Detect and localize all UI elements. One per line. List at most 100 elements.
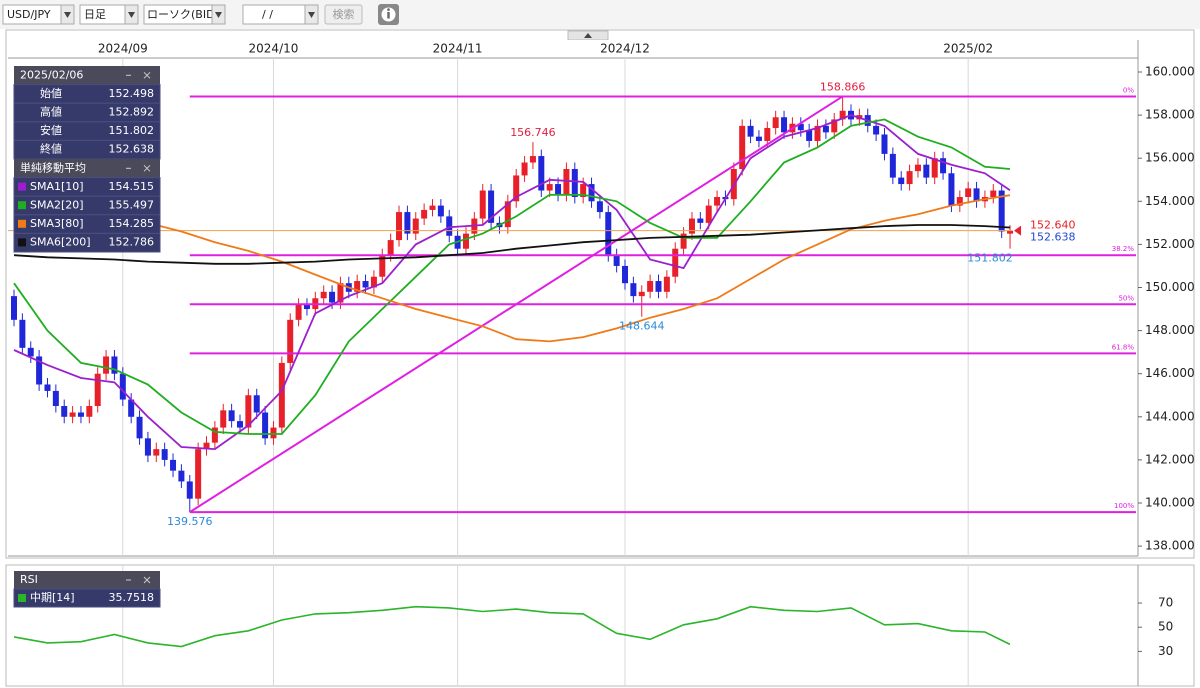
- search-button[interactable]: [324, 4, 363, 25]
- candle-body: [546, 184, 553, 191]
- legend-swatch: [18, 594, 26, 602]
- date-strip: [8, 40, 1138, 58]
- candle-body: [103, 356, 110, 374]
- candle-body: [663, 276, 670, 292]
- candle-body: [555, 184, 562, 195]
- candle-body: [19, 319, 26, 348]
- x-tick-label: 2024/12: [600, 42, 650, 56]
- y-tick-label: 70: [1158, 596, 1173, 610]
- marks: [11, 96, 1014, 513]
- candle-body: [1007, 230, 1014, 234]
- x-tick-label: 2024/10: [249, 42, 299, 56]
- candle-body: [504, 201, 511, 228]
- candle-body: [136, 416, 143, 439]
- arrow: [128, 12, 135, 18]
- candle-body: [956, 196, 963, 206]
- legend-label: SMA3[80]: [30, 217, 84, 230]
- candle-body: [630, 283, 637, 297]
- legend-value: 152.786: [109, 236, 155, 249]
- fib-label: 38.2%: [1112, 245, 1135, 253]
- candle-body: [186, 481, 193, 499]
- candle-body: [647, 281, 654, 292]
- date-box[interactable]: [242, 4, 306, 25]
- info-label: 終値: [40, 142, 62, 156]
- candle-body: [571, 168, 578, 197]
- candle-body: [973, 188, 980, 202]
- candle-body: [412, 218, 419, 234]
- candle-body: [220, 410, 227, 428]
- candle-body: [462, 233, 469, 249]
- legend-label: SMA1[10]: [30, 180, 84, 193]
- legend-value: 35.7518: [109, 591, 155, 604]
- candle-body: [11, 296, 17, 320]
- panel-row: [13, 232, 161, 253]
- candle-body: [86, 406, 93, 417]
- legend-label: SMA6[200]: [30, 236, 91, 249]
- candle-body: [931, 158, 938, 178]
- y-tick-label: 142.000: [1145, 452, 1195, 466]
- y-tick-label: 30: [1158, 644, 1173, 658]
- candle-body: [672, 248, 679, 277]
- candle-body: [379, 255, 386, 277]
- candle-body: [914, 164, 921, 172]
- legend-swatch: [18, 238, 26, 247]
- legend-swatch: [18, 201, 26, 210]
- candle-body: [320, 291, 327, 299]
- candle-body: [940, 158, 947, 174]
- close-price: 152.638: [1030, 231, 1076, 244]
- y-tick-label: 158.000: [1145, 108, 1195, 122]
- candle-body: [479, 190, 486, 219]
- line-series: [13, 183, 1011, 343]
- candle-body: [27, 347, 34, 357]
- candle-body: [295, 304, 302, 320]
- overlays: 0% 38.2% 50% 61.8% 100% 158.866 156.746 148.644…: [8, 80, 1136, 648]
- candle-body: [513, 175, 520, 202]
- arrow: [215, 12, 222, 18]
- candle-body: [688, 218, 695, 234]
- candle-body: [228, 410, 235, 422]
- annotation: 151.802: [967, 252, 1013, 265]
- candle-body: [923, 164, 930, 178]
- y-tick-label: 144.000: [1145, 409, 1195, 423]
- info-date: 2025/02/06: [20, 68, 83, 81]
- info-icon: [387, 12, 390, 19]
- candle-body: [370, 276, 377, 288]
- candle-body: [245, 395, 252, 428]
- annotation: 139.576: [167, 515, 213, 528]
- candle-body: [362, 281, 369, 288]
- candle-body: [61, 406, 68, 417]
- fib-label: 100%: [1114, 502, 1134, 510]
- annotation: 156.746: [510, 126, 556, 139]
- candle-body: [262, 412, 269, 439]
- y-tick-label: 160.000: [1145, 65, 1195, 79]
- x-tick-label: 2024/09: [98, 42, 148, 56]
- candle-body: [270, 427, 277, 439]
- candle-body: [781, 117, 788, 133]
- candle-body: [52, 390, 59, 407]
- candle-body: [195, 449, 202, 499]
- candle-body: [128, 399, 135, 417]
- y-tick-label: 146.000: [1145, 366, 1195, 380]
- y-tick-label: 50: [1158, 620, 1173, 634]
- close-icon: [143, 576, 151, 584]
- legend-swatch: [18, 219, 26, 228]
- candle-body: [873, 125, 880, 135]
- candle-body: [948, 173, 955, 206]
- candle-body: [638, 291, 645, 297]
- fib-label: 0%: [1123, 86, 1134, 94]
- arrow: [308, 12, 315, 18]
- candle-body: [831, 119, 838, 133]
- legend-value: 154.515: [109, 180, 155, 193]
- candle-body: [898, 177, 905, 185]
- panel-header: [14, 159, 160, 178]
- candle-body: [404, 212, 411, 234]
- y-tick-label: 154.000: [1145, 194, 1195, 208]
- candle-body: [889, 153, 896, 178]
- arrow: [64, 12, 71, 18]
- candle-body: [94, 373, 101, 407]
- candle-body: [119, 373, 126, 400]
- y-tick-label: 156.000: [1145, 151, 1195, 165]
- sma-title: 単純移動平均: [20, 160, 86, 174]
- annotation: 158.866: [820, 80, 866, 93]
- candle-body: [714, 196, 721, 206]
